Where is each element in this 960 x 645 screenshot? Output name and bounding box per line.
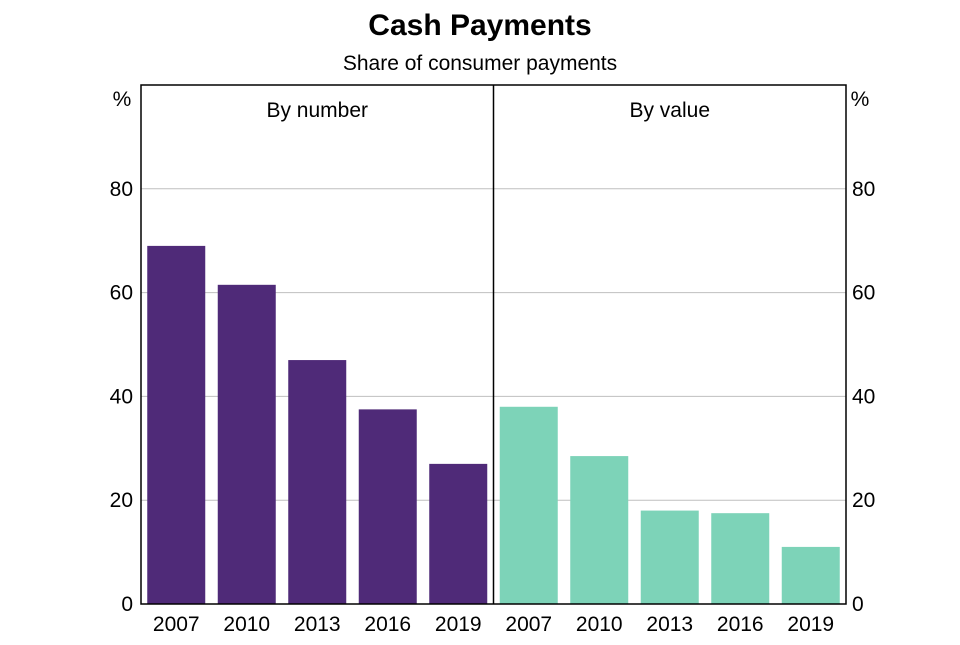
x-tick-label: 2016	[364, 613, 411, 636]
bar-by-number-2013	[288, 360, 347, 604]
bar-by-value-2016	[711, 513, 770, 604]
y-tick-label-left: 60	[110, 282, 133, 305]
bar-by-value-2019	[781, 546, 840, 604]
bar-by-number-2007	[147, 245, 206, 604]
y-tick-label-left: 80	[110, 178, 133, 201]
panel-title: By number	[266, 99, 368, 122]
bar-by-value-2010	[570, 456, 629, 604]
x-tick-label: 2013	[294, 613, 341, 636]
panel-title: By value	[629, 99, 710, 122]
y-tick-label-right: 0	[852, 593, 864, 616]
y-tick-label-right: 40	[852, 385, 875, 408]
y-unit-left: %	[113, 88, 132, 111]
bar-by-number-2019	[429, 463, 488, 604]
y-tick-label-left: 0	[121, 593, 133, 616]
bar-by-number-2010	[217, 284, 276, 604]
y-unit-right: %	[851, 88, 870, 111]
x-tick-label: 2019	[435, 613, 482, 636]
x-tick-label: 2007	[505, 613, 552, 636]
chart-subtitle: Share of consumer payments	[343, 52, 617, 75]
x-tick-label: 2010	[576, 613, 623, 636]
x-tick-label: 2019	[787, 613, 834, 636]
y-tick-label-left: 40	[110, 385, 133, 408]
y-tick-label-left: 20	[110, 489, 133, 512]
y-tick-label-right: 80	[852, 178, 875, 201]
x-tick-label: 2013	[646, 613, 693, 636]
x-tick-label: 2010	[223, 613, 270, 636]
bar-by-value-2013	[640, 510, 699, 604]
x-tick-label: 2016	[717, 613, 764, 636]
y-tick-label-right: 60	[852, 282, 875, 305]
plot-area: 2007 2010 2013 2016 2019 By number 2007 2010 201…	[110, 84, 875, 636]
x-tick-label: 2007	[153, 613, 200, 636]
bar-by-number-2016	[358, 409, 417, 604]
y-tick-label-right: 20	[852, 489, 875, 512]
chart-title: Cash Payments	[368, 9, 591, 42]
bar-by-value-2007	[499, 406, 558, 604]
